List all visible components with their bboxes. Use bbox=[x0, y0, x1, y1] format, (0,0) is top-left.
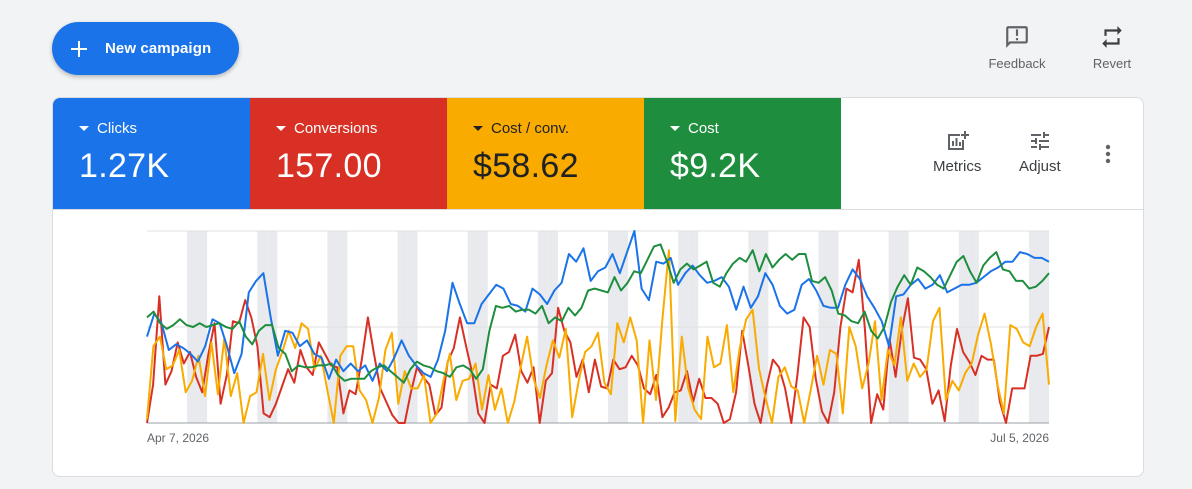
metric-value: $58.62 bbox=[473, 147, 579, 185]
metric-value: $9.2K bbox=[670, 147, 761, 185]
metric-tiles: Clicks 1.27K Conversions 157.00 Cost / c… bbox=[53, 98, 841, 209]
revert-label: Revert bbox=[1092, 56, 1132, 71]
feedback-icon bbox=[1006, 26, 1028, 48]
feedback-button[interactable]: Feedback bbox=[977, 24, 1057, 71]
series-lines bbox=[146, 230, 1050, 424]
revert-button[interactable]: Revert bbox=[1072, 24, 1152, 71]
feedback-label: Feedback bbox=[988, 56, 1046, 71]
metric-name: Cost / conv. bbox=[491, 120, 570, 137]
adjust-icon bbox=[1030, 132, 1049, 150]
metric-name: Cost bbox=[688, 120, 719, 137]
new-campaign-button[interactable]: New campaign bbox=[52, 22, 239, 75]
caret-down-icon bbox=[276, 126, 286, 131]
metric-tile-cost-per-conv[interactable]: Cost / conv. $58.62 bbox=[447, 98, 644, 209]
new-campaign-label: New campaign bbox=[105, 40, 212, 57]
x-start-label: Apr 7, 2026 bbox=[147, 431, 209, 445]
adjust-label: Adjust bbox=[1019, 158, 1061, 175]
metrics-label: Metrics bbox=[933, 158, 982, 175]
caret-down-icon bbox=[670, 126, 680, 131]
more-vert-icon[interactable] bbox=[1096, 142, 1120, 166]
adjust-button[interactable]: Adjust bbox=[1019, 129, 1061, 175]
card-divider bbox=[53, 209, 1143, 210]
add-icon bbox=[71, 40, 87, 57]
revert-icon bbox=[1102, 26, 1122, 48]
metric-tile-conversions[interactable]: Conversions 157.00 bbox=[250, 98, 447, 209]
performance-card: Clicks 1.27K Conversions 157.00 Cost / c… bbox=[52, 97, 1144, 477]
x-end-label: Jul 5, 2026 bbox=[990, 431, 1049, 445]
performance-chart: Apr 7, 2026 Jul 5, 2026 bbox=[146, 230, 1050, 445]
series-line-clicks bbox=[146, 230, 1050, 382]
metric-value: 157.00 bbox=[276, 147, 382, 185]
metric-tile-cost[interactable]: Cost $9.2K bbox=[644, 98, 841, 209]
metrics-icon bbox=[948, 131, 970, 150]
caret-down-icon bbox=[79, 126, 89, 131]
metrics-button[interactable]: Metrics bbox=[933, 129, 981, 175]
metric-value: 1.27K bbox=[79, 147, 170, 185]
caret-down-icon bbox=[473, 126, 483, 131]
metric-name: Conversions bbox=[294, 120, 378, 137]
metric-name: Clicks bbox=[97, 120, 137, 137]
metric-tile-clicks[interactable]: Clicks 1.27K bbox=[53, 98, 250, 209]
gridlines bbox=[147, 230, 1049, 424]
series-line-cost bbox=[146, 243, 1050, 384]
